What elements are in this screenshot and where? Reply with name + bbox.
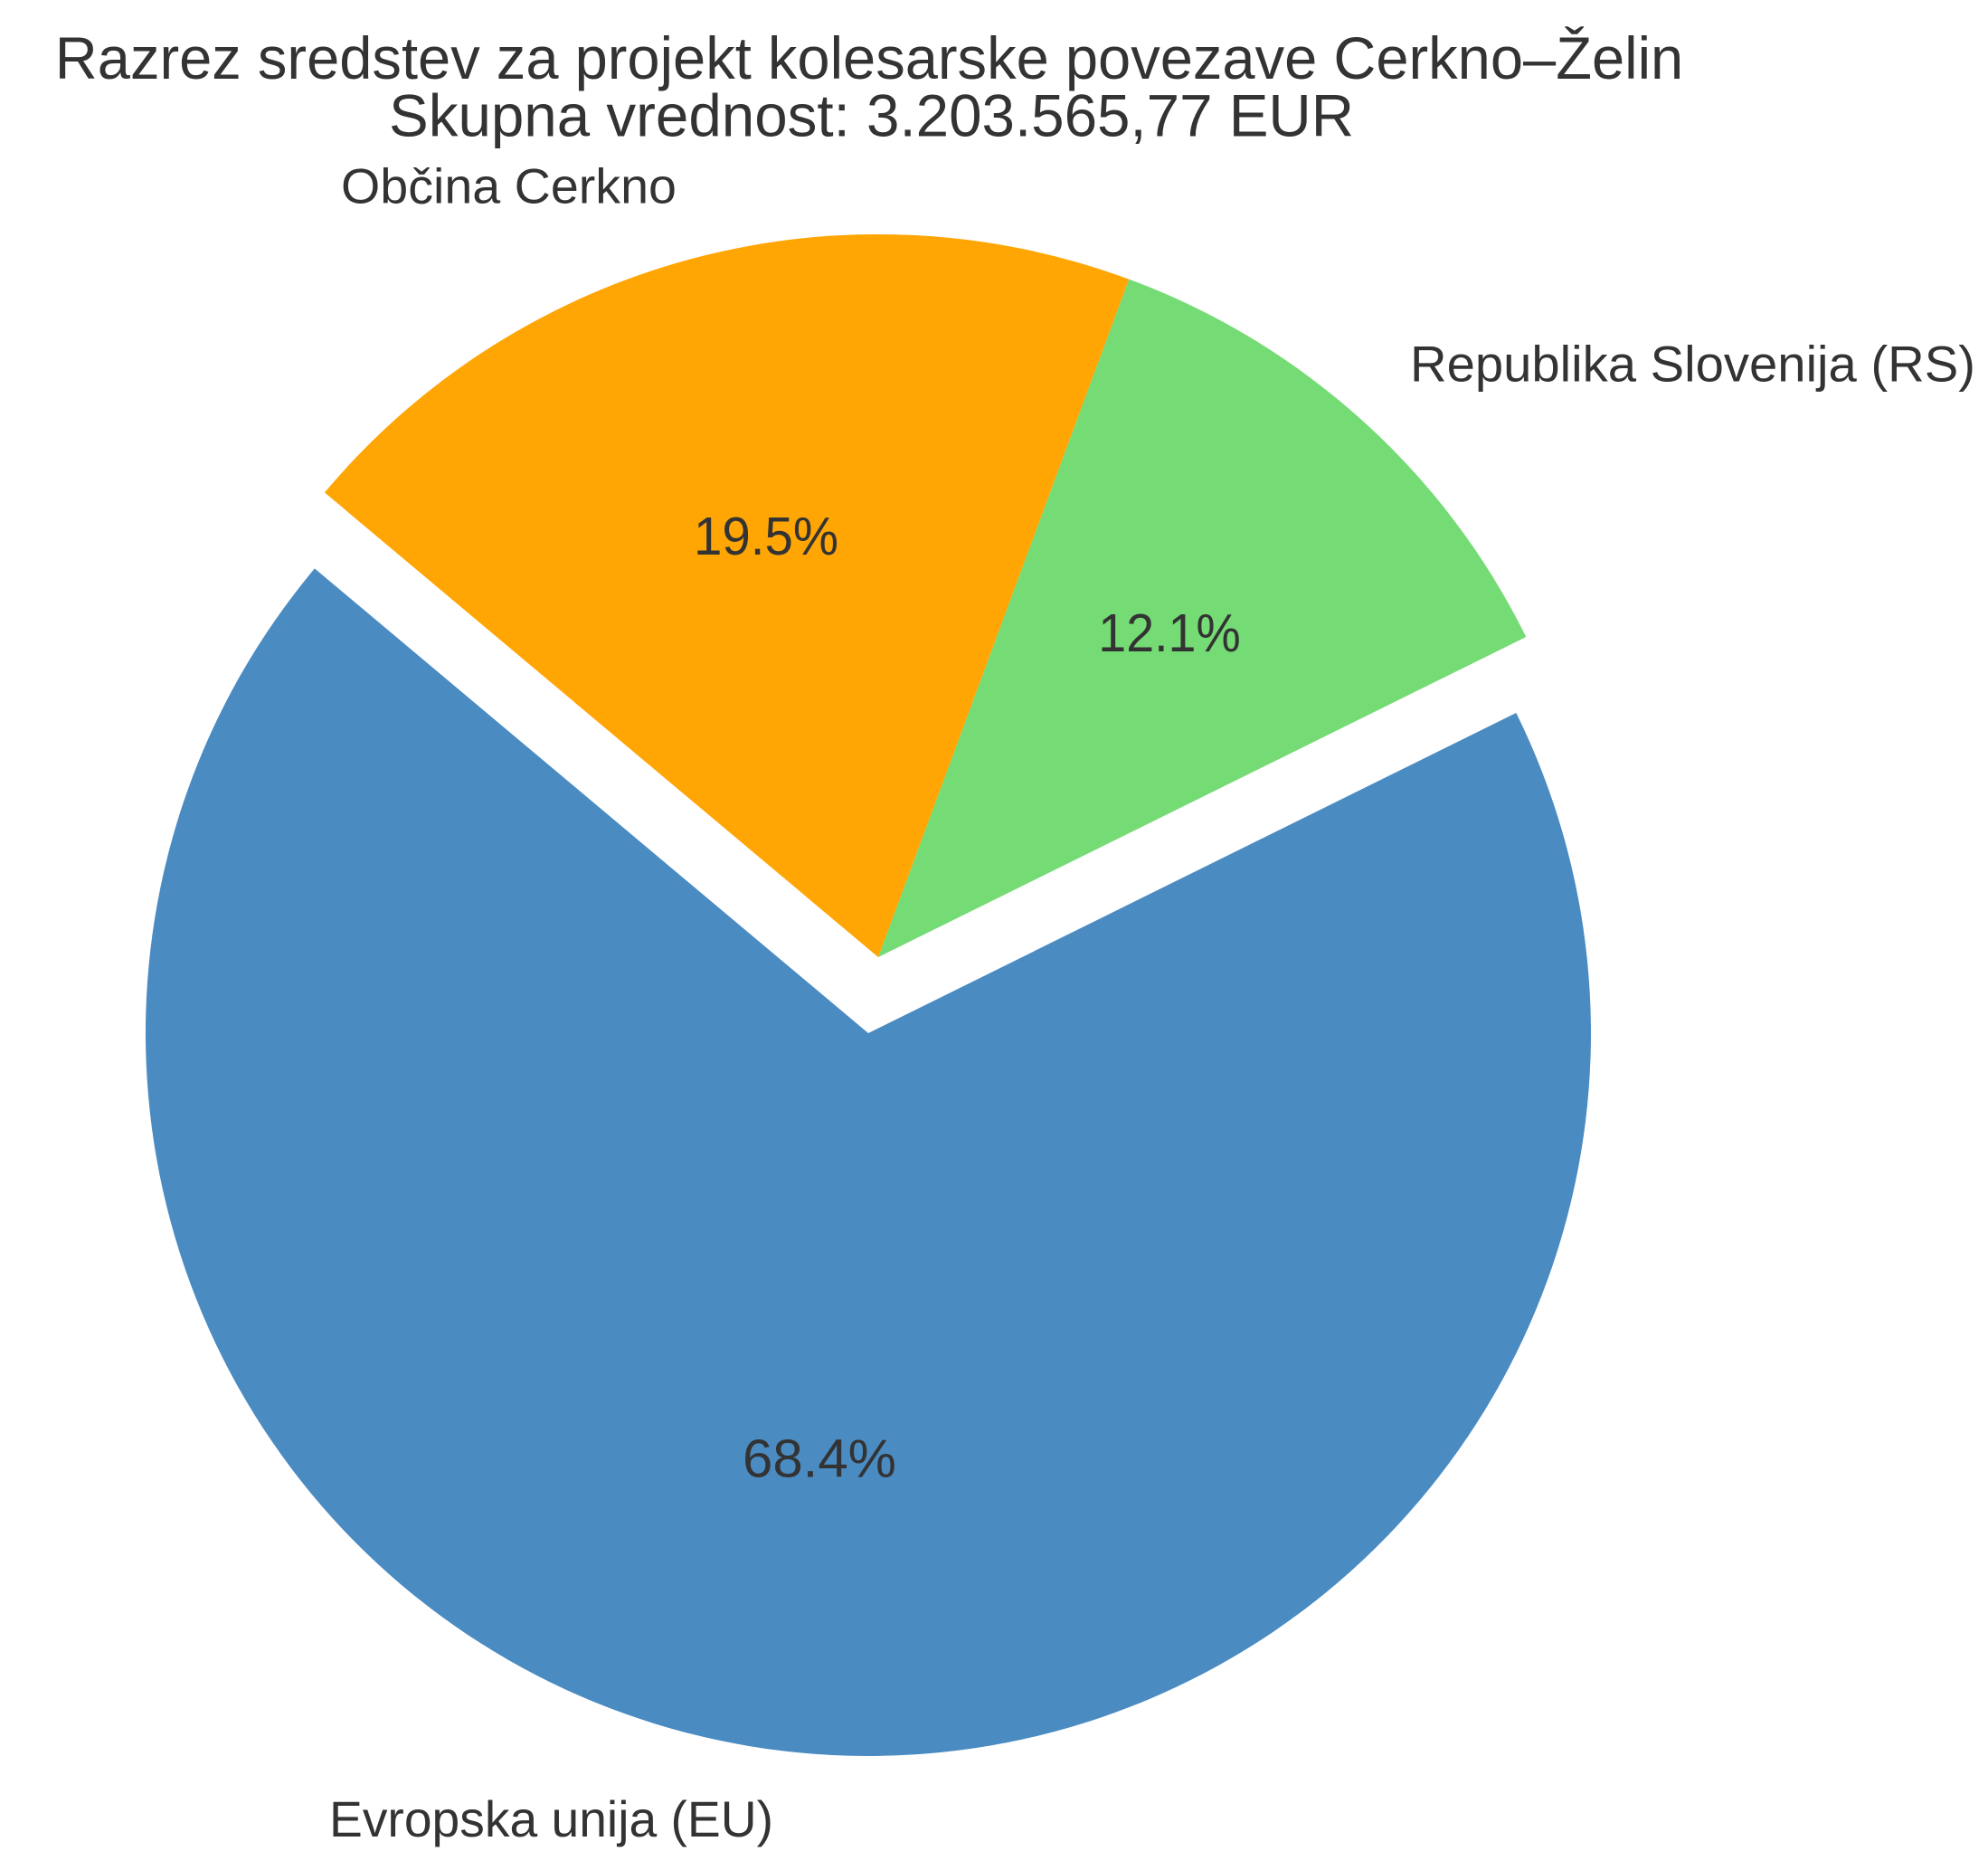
svg-text:68.4%: 68.4% (743, 1429, 896, 1489)
svg-text:19.5%: 19.5% (694, 507, 838, 566)
svg-text:Razrez sredstev za projekt kol: Razrez sredstev za projekt kolesarske po… (55, 24, 1683, 91)
svg-text:Evropska unija (EU): Evropska unija (EU) (329, 1790, 773, 1847)
svg-text:Občina Cerkno: Občina Cerkno (341, 158, 677, 214)
svg-text:12.1%: 12.1% (1098, 603, 1241, 663)
svg-text:Skupna vrednost: 3.203.565,77: Skupna vrednost: 3.203.565,77 EUR (389, 82, 1354, 149)
svg-text:Republika Slovenija (RS): Republika Slovenija (RS) (1410, 336, 1975, 393)
